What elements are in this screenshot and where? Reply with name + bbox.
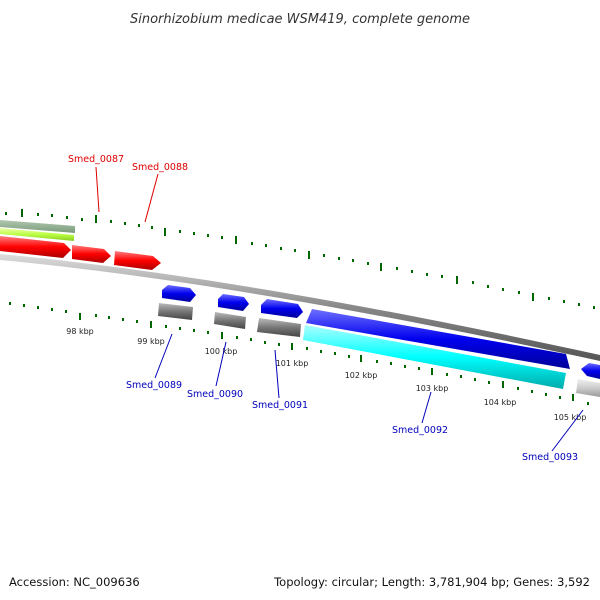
minor-ticks-outer	[5, 212, 595, 309]
gene-label-smed-0089[interactable]: Smed_0089	[126, 380, 182, 391]
reverse-gene-labels: Smed_0087 Smed_0088	[68, 154, 188, 223]
forward-gene-labels: Smed_0089 Smed_0090 Smed_0091 Smed_0092 …	[126, 333, 584, 463]
locus-bar-smed-0091[interactable]	[257, 318, 301, 337]
gene-arrow-reverse[interactable]	[0, 236, 71, 258]
leader-line	[144, 173, 159, 223]
misc-feature-tracks	[0, 220, 75, 241]
misc-feature-lime[interactable]	[0, 228, 74, 241]
kbp-label: 98 kbp	[66, 327, 94, 336]
kbp-labels: 98 kbp 99 kbp 100 kbp 101 kbp 102 kbp 10…	[66, 327, 586, 422]
locus-bar-smed-0093[interactable]	[576, 379, 600, 397]
minor-ticks-inner	[9, 302, 589, 405]
gene-arrow-smed-0089[interactable]	[162, 285, 196, 302]
kbp-label: 103 kbp	[416, 384, 449, 393]
kbp-label: 99 kbp	[137, 337, 165, 346]
leader-line	[154, 333, 173, 379]
kbp-label: 100 kbp	[205, 347, 238, 356]
gene-arrow-smed-0093[interactable]	[581, 363, 600, 379]
gene-arrow-smed-0092[interactable]	[306, 309, 570, 369]
gene-arrow-smed-0088[interactable]	[114, 251, 161, 270]
gene-label-smed-0090[interactable]: Smed_0090	[187, 389, 243, 400]
leader-line	[551, 409, 584, 452]
accession-text: Accession: NC_009636	[9, 575, 140, 589]
map-title: Sinorhizobium medicae WSM419, complete g…	[130, 12, 470, 27]
locus-bar-smed-0089[interactable]	[158, 303, 193, 320]
gene-arrow-smed-0091[interactable]	[261, 299, 303, 318]
leader-line	[95, 166, 100, 213]
misc-feature-sage[interactable]	[0, 220, 75, 233]
kbp-label: 102 kbp	[345, 371, 378, 380]
genome-summary-text: Topology: circular; Length: 3,781,904 bp…	[273, 575, 590, 589]
gene-label-smed-0087[interactable]: Smed_0087	[68, 154, 124, 165]
forward-strand-track	[162, 285, 600, 379]
kbp-label: 105 kbp	[554, 413, 587, 422]
locus-track	[158, 303, 600, 397]
locus-bar-smed-0090[interactable]	[214, 312, 246, 329]
leader-line	[421, 391, 432, 424]
gene-label-smed-0092[interactable]: Smed_0092	[392, 425, 448, 436]
reverse-strand-track	[0, 236, 161, 270]
kbp-label: 104 kbp	[484, 398, 517, 407]
gene-arrow-smed-0087[interactable]	[72, 245, 111, 263]
inner-tick-row	[9, 302, 589, 405]
genome-backbone	[0, 254, 600, 361]
gene-label-smed-0091[interactable]: Smed_0091	[252, 400, 308, 411]
leader-line	[274, 349, 280, 399]
kbp-label: 101 kbp	[276, 359, 309, 368]
gene-arrow-smed-0090[interactable]	[218, 294, 249, 311]
gene-label-smed-0088[interactable]: Smed_0088	[132, 162, 188, 173]
gene-label-smed-0093[interactable]: Smed_0093	[522, 452, 578, 463]
leader-line	[215, 341, 227, 387]
rna-feature-smed-0092[interactable]	[303, 325, 566, 389]
outer-tick-row	[5, 209, 595, 309]
